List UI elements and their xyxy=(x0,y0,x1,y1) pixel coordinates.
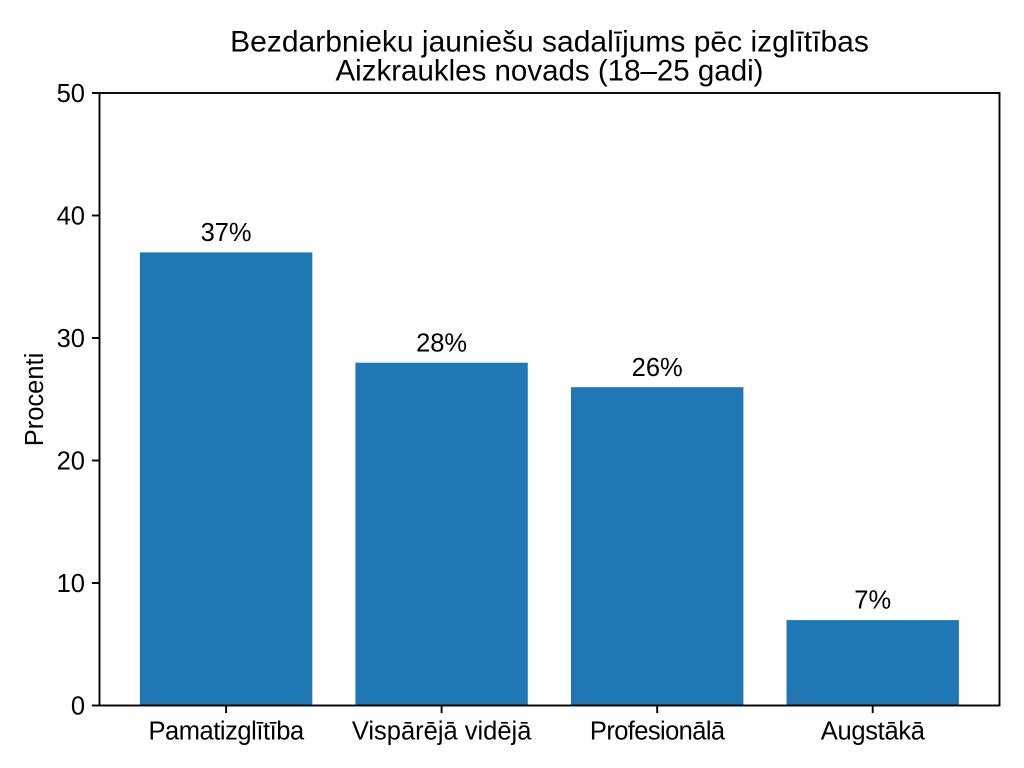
svg-text:Vispārējā vidējā: Vispārējā vidējā xyxy=(352,718,532,746)
svg-text:Aizkraukles novads (18–25 gadi: Aizkraukles novads (18–25 gadi) xyxy=(336,55,764,88)
svg-text:40: 40 xyxy=(57,203,85,231)
svg-text:Bezdarbnieku jauniešu sadalīju: Bezdarbnieku jauniešu sadalījums pēc izg… xyxy=(230,26,869,59)
svg-text:30: 30 xyxy=(57,325,85,353)
svg-text:7%: 7% xyxy=(854,587,891,615)
svg-text:28%: 28% xyxy=(416,330,467,358)
svg-text:Procenti: Procenti xyxy=(21,353,49,447)
svg-text:50: 50 xyxy=(57,80,85,108)
svg-text:Profesionālā: Profesionālā xyxy=(590,718,726,746)
svg-text:Pamatizglītība: Pamatizglītība xyxy=(148,718,305,746)
svg-text:26%: 26% xyxy=(632,354,683,382)
svg-text:Augstākā: Augstākā xyxy=(821,718,926,746)
svg-text:20: 20 xyxy=(57,448,85,476)
svg-text:10: 10 xyxy=(57,570,85,598)
svg-text:37%: 37% xyxy=(201,219,252,247)
svg-text:0: 0 xyxy=(71,693,85,721)
